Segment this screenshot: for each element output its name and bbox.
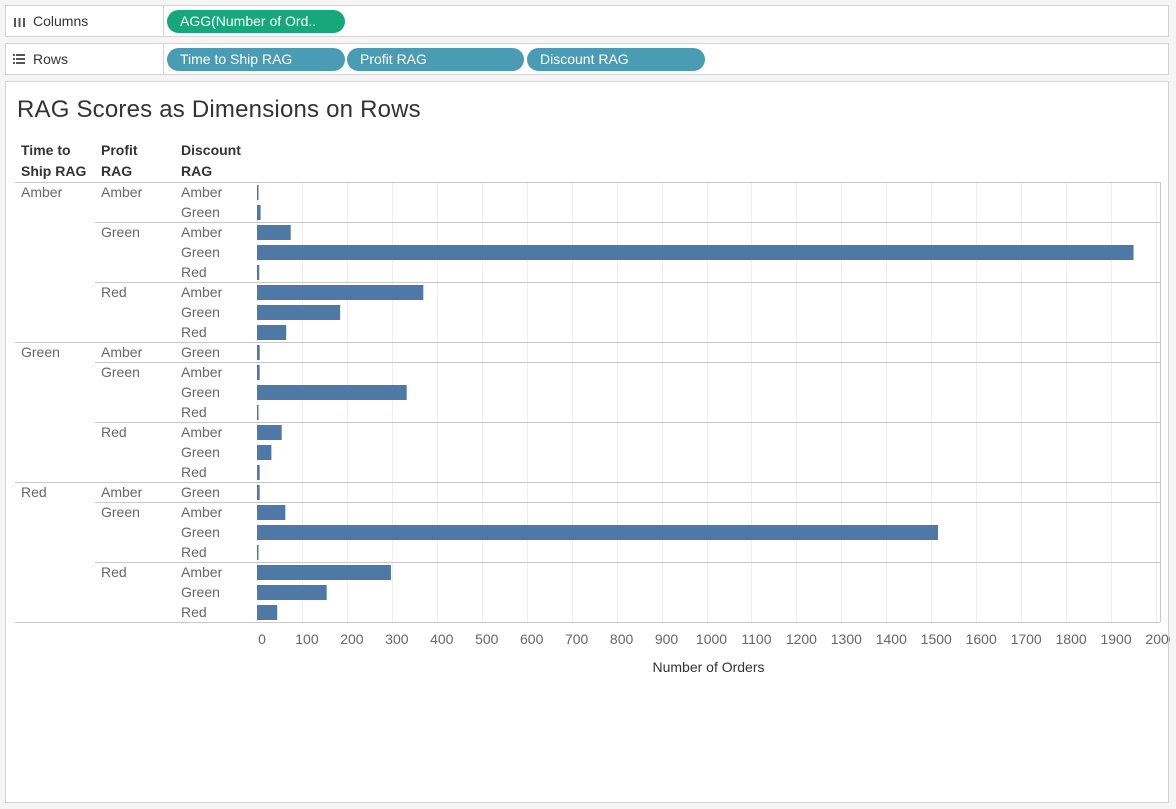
bar-mark[interactable] bbox=[257, 345, 260, 360]
row-header-profit[interactable]: Amber bbox=[101, 184, 143, 200]
bar-mark[interactable] bbox=[257, 505, 286, 520]
x-tick-label: 1000 bbox=[696, 631, 727, 647]
row-header-discount[interactable]: Green bbox=[181, 484, 220, 500]
x-tick-label: 1900 bbox=[1100, 631, 1131, 647]
bar-mark[interactable] bbox=[257, 465, 260, 480]
bar-mark[interactable] bbox=[257, 425, 282, 440]
x-tick-label: 2000 bbox=[1145, 631, 1170, 647]
rows-pill-discount[interactable]: Discount RAG bbox=[527, 48, 705, 71]
x-tick-label: 200 bbox=[340, 631, 364, 647]
rows-pill-profit[interactable]: Profit RAG bbox=[347, 48, 524, 71]
x-tick-label: 1100 bbox=[741, 631, 771, 647]
x-tick-label: 300 bbox=[385, 631, 409, 647]
x-tick-label: 800 bbox=[610, 631, 634, 647]
x-tick-label: 1800 bbox=[1056, 631, 1087, 647]
bar-mark[interactable] bbox=[257, 325, 287, 340]
row-header-discount[interactable]: Green bbox=[181, 584, 220, 600]
bar-mark[interactable] bbox=[257, 225, 291, 240]
row-header-discount[interactable]: Green bbox=[181, 524, 220, 540]
bar-mark[interactable] bbox=[257, 485, 260, 500]
x-tick-label: 1400 bbox=[876, 631, 907, 647]
x-tick-label: 1700 bbox=[1011, 631, 1042, 647]
row-header-discount[interactable]: Amber bbox=[181, 284, 223, 300]
bar-mark[interactable] bbox=[257, 245, 1134, 260]
row-header-discount[interactable]: Red bbox=[181, 404, 207, 420]
row-header-profit[interactable]: Red bbox=[101, 424, 127, 440]
row-header-profit[interactable]: Amber bbox=[101, 344, 143, 360]
x-tick-label: 1300 bbox=[831, 631, 862, 647]
bar-mark[interactable] bbox=[257, 445, 272, 460]
columns-icon bbox=[12, 16, 26, 27]
columns-shelf[interactable]: Columns AGG(Number of Ord.. bbox=[5, 5, 1169, 37]
x-tick-label: 700 bbox=[565, 631, 589, 647]
row-header-discount[interactable]: Red bbox=[181, 264, 207, 280]
x-tick-label: 900 bbox=[655, 631, 679, 647]
bar-mark[interactable] bbox=[257, 185, 259, 200]
row-header-discount[interactable]: Green bbox=[181, 344, 220, 360]
row-header-time-to-ship[interactable]: Amber bbox=[21, 184, 63, 200]
row-header-profit[interactable]: Green bbox=[101, 224, 140, 240]
x-axis-title: Number of Orders bbox=[652, 659, 764, 675]
header-profit[interactable]: Profit RAG bbox=[101, 142, 138, 179]
row-header-profit[interactable]: Green bbox=[101, 504, 140, 520]
row-header-time-to-ship[interactable]: Red bbox=[21, 484, 47, 500]
row-header-discount[interactable]: Green bbox=[181, 204, 220, 220]
x-tick-label: 600 bbox=[520, 631, 544, 647]
header-time-to-ship[interactable]: Time to Ship RAG bbox=[21, 142, 87, 179]
row-header-discount[interactable]: Red bbox=[181, 464, 207, 480]
x-tick-label: 1200 bbox=[786, 631, 817, 647]
row-header-profit[interactable]: Green bbox=[101, 364, 140, 380]
columns-shelf-label: Columns bbox=[6, 6, 164, 36]
rows-shelf[interactable]: Rows Time to Ship RAG Profit RAG Discoun… bbox=[5, 43, 1169, 75]
bar-mark[interactable] bbox=[257, 525, 938, 540]
bar-mark[interactable] bbox=[257, 585, 327, 600]
x-tick-label: 1600 bbox=[966, 631, 997, 647]
bar-mark[interactable] bbox=[257, 545, 259, 560]
row-header-discount[interactable]: Green bbox=[181, 384, 220, 400]
bar-mark[interactable] bbox=[257, 405, 259, 420]
row-header-discount[interactable]: Amber bbox=[181, 504, 223, 520]
bar-mark[interactable] bbox=[257, 305, 341, 320]
row-header-discount[interactable]: Amber bbox=[181, 364, 223, 380]
row-header-profit[interactable]: Amber bbox=[101, 484, 143, 500]
bar-mark[interactable] bbox=[257, 385, 407, 400]
row-header-discount[interactable]: Amber bbox=[181, 224, 223, 240]
x-tick-label: 1500 bbox=[921, 631, 952, 647]
row-header-discount[interactable]: Red bbox=[181, 324, 207, 340]
chart-title: RAG Scores as Dimensions on Rows bbox=[17, 96, 421, 123]
row-header-profit[interactable]: Red bbox=[101, 284, 127, 300]
row-header-discount[interactable]: Amber bbox=[181, 424, 223, 440]
row-header-discount[interactable]: Green bbox=[181, 444, 220, 460]
row-header-discount[interactable]: Green bbox=[181, 244, 220, 260]
x-tick-label: 100 bbox=[295, 631, 319, 647]
rows-label-text: Rows bbox=[33, 51, 69, 67]
bar-mark[interactable] bbox=[257, 265, 260, 280]
row-header-discount[interactable]: Green bbox=[181, 304, 220, 320]
row-header-discount[interactable]: Amber bbox=[181, 564, 223, 580]
rows-icon bbox=[12, 54, 26, 64]
bar-mark[interactable] bbox=[257, 285, 424, 300]
row-header-discount[interactable]: Red bbox=[181, 604, 207, 620]
row-header-discount[interactable]: Red bbox=[181, 544, 207, 560]
x-tick-label: 400 bbox=[430, 631, 454, 647]
worksheet: 0 100 200 300 400 500 600 700 800 900 1000 1100 1200… bbox=[5, 81, 1170, 803]
bar-mark[interactable] bbox=[257, 605, 278, 620]
bar-mark[interactable] bbox=[257, 205, 261, 220]
columns-pill-measure[interactable]: AGG(Number of Ord.. bbox=[167, 10, 345, 33]
rows-shelf-label: Rows bbox=[6, 44, 164, 74]
chart-canvas: 0 100 200 300 400 500 600 700 800 900 1000 1100 1200… bbox=[15, 182, 1170, 675]
bar-mark[interactable] bbox=[257, 565, 391, 580]
header-discount[interactable]: Discount RAG bbox=[181, 142, 241, 179]
x-tick-label: 500 bbox=[475, 631, 499, 647]
row-header-time-to-ship[interactable]: Green bbox=[21, 344, 60, 360]
rows-pill-time-to-ship[interactable]: Time to Ship RAG bbox=[167, 48, 345, 71]
bar-mark[interactable] bbox=[257, 365, 260, 380]
columns-label-text: Columns bbox=[33, 13, 89, 29]
row-header-discount[interactable]: Amber bbox=[181, 184, 223, 200]
row-header-profit[interactable]: Red bbox=[101, 564, 127, 580]
x-tick-label: 0 bbox=[258, 631, 266, 647]
